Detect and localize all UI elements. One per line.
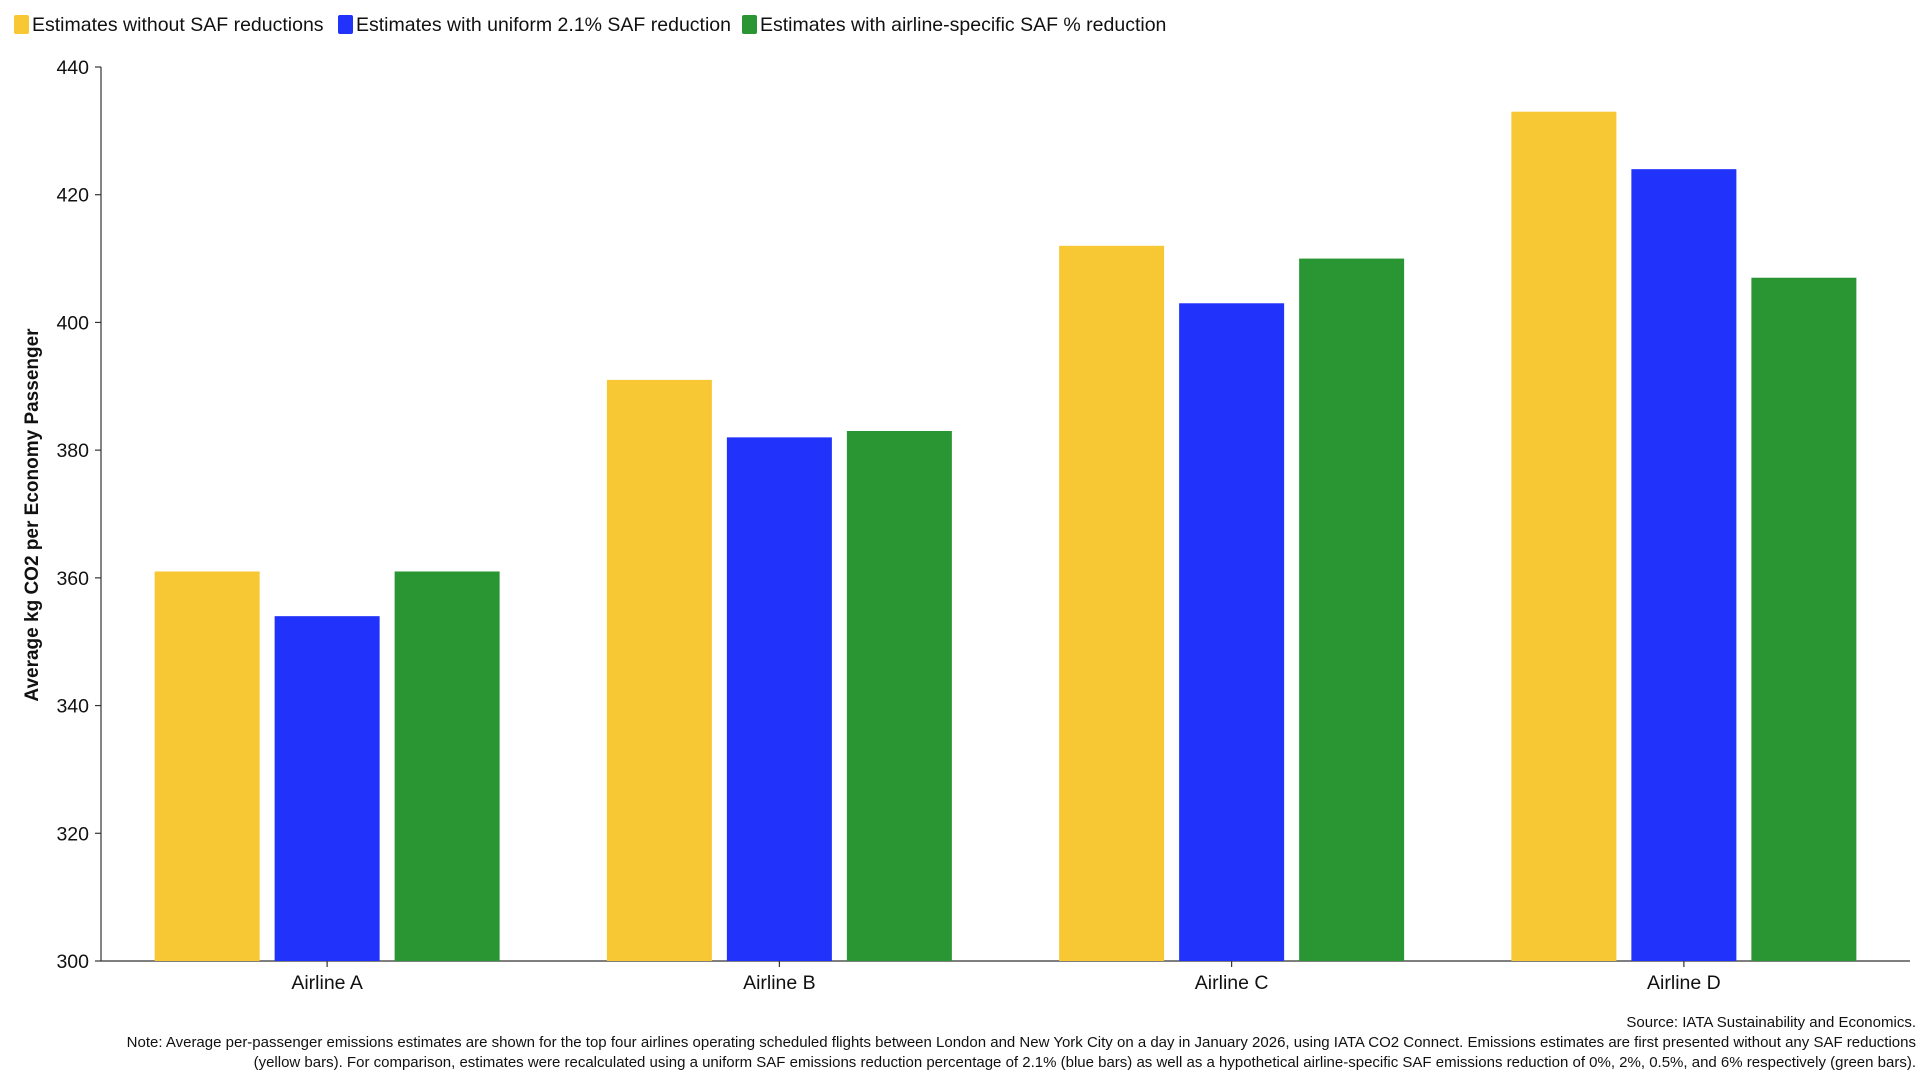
legend-label-2: Estimates with uniform 2.1% SAF reductio… — [356, 14, 731, 36]
legend-swatch-3 — [742, 15, 757, 34]
bars — [154, 111, 1857, 962]
y-tick-label: 360 — [56, 568, 89, 590]
y-tick-label: 320 — [56, 823, 89, 845]
bar-airline-b-series-3 — [846, 430, 952, 961]
y-tick-label: 300 — [56, 951, 89, 973]
bar-airline-a-series-1 — [154, 571, 260, 961]
note-line-2: (yellow bars). For comparison, estimates… — [254, 1054, 1916, 1071]
y-tick-label: 340 — [56, 696, 89, 718]
bar-airline-c-series-1 — [1059, 245, 1165, 962]
legend: Estimates without SAF reductions Estimate… — [14, 14, 1166, 36]
x-tick-label: Airline A — [291, 972, 363, 994]
bar-airline-a-series-3 — [394, 571, 500, 961]
y-tick-label: 440 — [56, 57, 89, 79]
bar-airline-b-series-1 — [606, 379, 712, 961]
note-line-1: Note: Average per-passenger emissions es… — [127, 1034, 1916, 1051]
bar-airline-a-series-2 — [274, 616, 380, 961]
y-axis: 300 320 340 360 380 400 420 440 — [56, 57, 102, 973]
y-tick-label: 420 — [56, 185, 89, 207]
legend-swatch-2 — [338, 15, 353, 34]
y-axis-title: Average kg CO2 per Economy Passenger — [22, 328, 43, 702]
x-tick-label: Airline B — [743, 972, 816, 994]
bar-airline-b-series-2 — [726, 437, 832, 961]
bar-airline-d-series-3 — [1751, 277, 1857, 961]
legend-swatch-1 — [14, 15, 29, 34]
legend-label-3: Estimates with airline-specific SAF % re… — [760, 14, 1166, 36]
bar-airline-d-series-2 — [1631, 169, 1737, 961]
x-axis: Airline A Airline B Airline C Airline D — [101, 960, 1910, 994]
bar-airline-c-series-2 — [1179, 303, 1285, 961]
x-tick-label: Airline C — [1195, 972, 1269, 994]
legend-label-1: Estimates without SAF reductions — [32, 14, 324, 36]
y-tick-label: 380 — [56, 440, 89, 462]
x-tick-label: Airline D — [1647, 972, 1721, 994]
source-text: Source: IATA Sustainability and Economic… — [1626, 1014, 1916, 1031]
bar-airline-d-series-1 — [1511, 111, 1617, 961]
bar-airline-c-series-3 — [1299, 258, 1405, 962]
y-tick-label: 400 — [56, 312, 89, 334]
